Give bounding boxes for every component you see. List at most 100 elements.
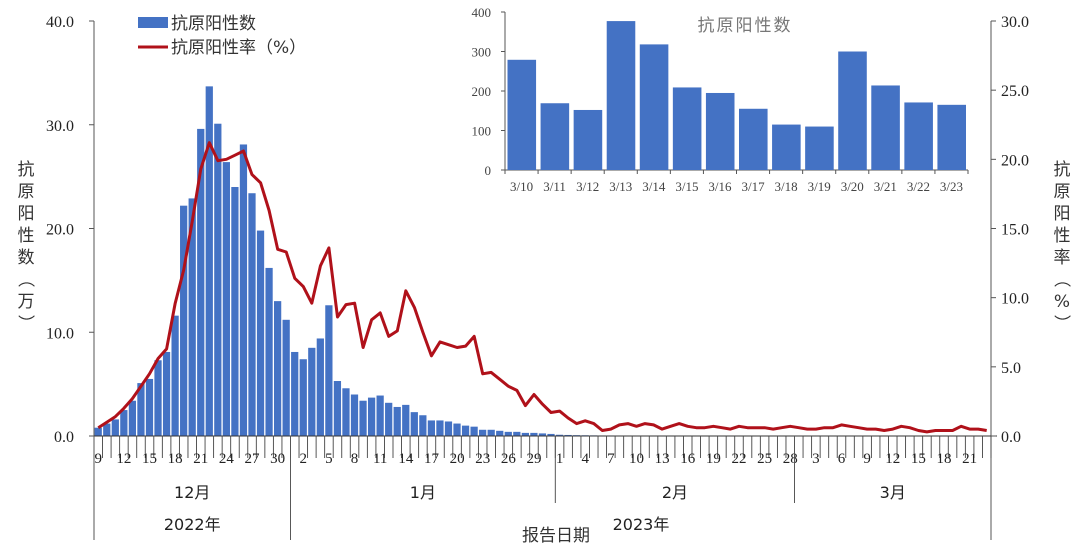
inset-category-label: 3/13 (609, 179, 632, 194)
day-tick-label: 28 (783, 451, 798, 467)
inset-tick-label: 100 (472, 124, 492, 139)
positive-count-bar (103, 423, 111, 436)
day-tick-label: 20 (450, 451, 465, 467)
year-label: 2023年 (613, 515, 670, 534)
positive-count-bar (333, 381, 342, 436)
inset-tick-label: 200 (472, 84, 492, 99)
day-tick-label: 18 (937, 451, 952, 467)
inset-bar (573, 109, 603, 170)
positive-count-bar (308, 347, 316, 436)
inset-category-label: 3/12 (576, 179, 599, 194)
right-axis-title: 抗原阳性率 （% ） (1051, 160, 1071, 332)
positive-count-bar (137, 383, 145, 436)
positive-count-bar (171, 315, 179, 436)
positive-count-bar (248, 193, 256, 436)
positive-count-bar (513, 431, 521, 436)
day-tick-label: 23 (475, 451, 490, 467)
inset-chart: 0 100 200 300 400 3/10 3/11 3/12 3/13 3/14 3/15 3/1… (472, 5, 969, 194)
positive-count-bar (444, 421, 453, 436)
positive-count-bar (436, 420, 444, 436)
rate-line-series (97, 141, 987, 434)
day-tick-label: 3 (812, 451, 820, 467)
positive-count-bar (350, 394, 359, 436)
day-tick-label: 6 (838, 451, 846, 467)
inset-category-label: 3/10 (510, 179, 533, 194)
positive-count-bar (419, 415, 427, 436)
day-tick-label: 17 (424, 451, 440, 467)
inset-title: 抗原阳性数 (698, 16, 793, 36)
positive-count-bar (504, 431, 512, 436)
day-tick-label: 15 (911, 451, 926, 467)
svg-text:）: ） (1051, 315, 1071, 332)
positive-count-bar (530, 432, 538, 436)
month-label: 1月 (410, 483, 436, 502)
right-axis-tick-label: 10.0 (1001, 291, 1029, 308)
svg-text:性: 性 (1054, 226, 1071, 246)
legend-item-rate: 抗原阳性率（%） (138, 38, 306, 58)
positive-count-bar (479, 429, 487, 436)
inset-category-label: 3/23 (940, 179, 963, 194)
svg-text:抗原阳性率（%）: 抗原阳性率（%） (171, 38, 306, 58)
day-tick-label: 22 (731, 451, 746, 467)
positive-count-bar (342, 388, 350, 436)
right-axis-tick-label: 25.0 (1001, 83, 1029, 100)
month-label: 3月 (880, 483, 906, 502)
positive-count-bar (316, 338, 324, 436)
right-axis-tick-label: 20.0 (1001, 152, 1029, 169)
positive-count-bar (427, 420, 436, 436)
day-tick-label: 25 (757, 451, 772, 467)
inset-bar (739, 108, 768, 170)
svg-text:阳: 阳 (18, 204, 35, 224)
positive-rate-line (97, 141, 987, 434)
inset-category-label: 3/16 (708, 179, 732, 194)
positive-count-bar (205, 86, 213, 437)
day-tick-label: 29 (526, 451, 541, 467)
right-axis-tick-label: 30.0 (1001, 14, 1029, 31)
svg-text:性: 性 (18, 226, 35, 246)
day-tick-label: 19 (706, 451, 721, 467)
svg-text:）: ） (15, 315, 35, 332)
day-tick-label: 14 (398, 451, 414, 467)
left-axis-tick-label: 0.0 (54, 429, 74, 446)
inset-category-label: 3/15 (675, 179, 698, 194)
positive-count-bar (291, 351, 299, 436)
main-axes: 0.0 10.0 20.0 30.0 40.0 0.0 5.0 10.0 15.0 20.0 25.… (15, 14, 1071, 546)
day-tick-label: 12 (885, 451, 900, 467)
positive-count-bar (222, 162, 230, 436)
positive-count-bar (325, 305, 333, 436)
svg-text:抗: 抗 (1054, 160, 1071, 180)
positive-count-bar (94, 427, 102, 436)
main-bar-series (94, 86, 991, 437)
right-axis-tick-label: 15.0 (1001, 222, 1029, 239)
inset-bar (772, 124, 801, 170)
day-tick-label: 11 (373, 451, 387, 467)
left-axis-title: 抗原阳性数 （ 万 ） (15, 160, 35, 332)
day-tick-label: 30 (270, 451, 285, 467)
inset-bar (805, 126, 834, 170)
day-tick-label: 5 (325, 451, 333, 467)
inset-tick-label: 0 (485, 163, 492, 178)
svg-text:阳: 阳 (1054, 204, 1071, 224)
inset-category-label: 3/20 (841, 179, 864, 194)
legend-item-count: 抗原阳性数 (138, 14, 256, 34)
positive-count-bar (393, 406, 401, 436)
svg-text:%: % (1054, 292, 1070, 312)
day-tick-label: 1 (556, 451, 564, 467)
positive-count-bar (564, 434, 572, 436)
inset-bar (871, 85, 900, 170)
day-tick-label: 4 (581, 451, 589, 467)
inset-bar (705, 92, 735, 170)
positive-count-bar (461, 425, 470, 436)
right-axis-tick-label: 0.0 (1001, 429, 1021, 446)
positive-count-bar (231, 187, 239, 436)
svg-text:原: 原 (1054, 182, 1071, 202)
positive-count-bar (282, 319, 290, 436)
left-axis-tick-label: 30.0 (46, 118, 74, 135)
inset-category-label: 3/19 (808, 179, 831, 194)
svg-text:万: 万 (18, 292, 35, 312)
day-tick-label: 24 (219, 451, 235, 467)
positive-count-bar (274, 301, 282, 436)
svg-text:抗原阳性数: 抗原阳性数 (171, 14, 256, 34)
